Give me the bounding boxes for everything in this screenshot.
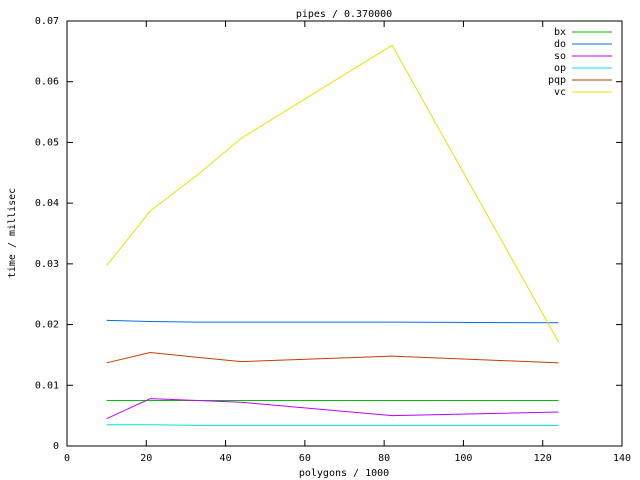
series-line	[106, 398, 559, 420]
y-tick-label: 0.03	[35, 259, 59, 270]
y-tick-label: 0	[53, 441, 59, 452]
x-tick-label: 80	[378, 453, 390, 464]
y-tick-label: 0.05	[35, 137, 59, 148]
x-axis-label: polygons / 1000	[299, 468, 389, 479]
y-tick-label: 0.07	[35, 16, 59, 27]
series-line	[106, 319, 559, 324]
x-tick-label: 20	[140, 453, 152, 464]
plot-border	[66, 20, 623, 447]
legend-label: so	[554, 51, 566, 62]
x-tick-label: 0	[64, 453, 70, 464]
y-tick-label: 0.06	[35, 77, 59, 88]
legend-label: do	[554, 39, 566, 50]
y-axis-label: time / millisec	[7, 188, 18, 278]
y-tick-label: 0.04	[35, 198, 59, 209]
legend-label: vc	[554, 87, 566, 98]
legend-label: op	[554, 63, 566, 74]
y-tick-label: 0.01	[35, 380, 59, 391]
chart-title: pipes / 0.370000	[296, 9, 392, 20]
x-tick-label: 40	[220, 453, 232, 464]
series-line	[106, 44, 560, 343]
x-tick-label: 60	[299, 453, 311, 464]
series-line	[106, 351, 559, 364]
legend-label: bx	[554, 27, 566, 38]
y-tick-label: 0.02	[35, 320, 59, 331]
legend-label: pqp	[548, 75, 566, 86]
x-tick-label: 120	[534, 453, 552, 464]
x-tick-label: 140	[613, 453, 631, 464]
series-line	[106, 424, 559, 426]
x-tick-label: 100	[454, 453, 472, 464]
